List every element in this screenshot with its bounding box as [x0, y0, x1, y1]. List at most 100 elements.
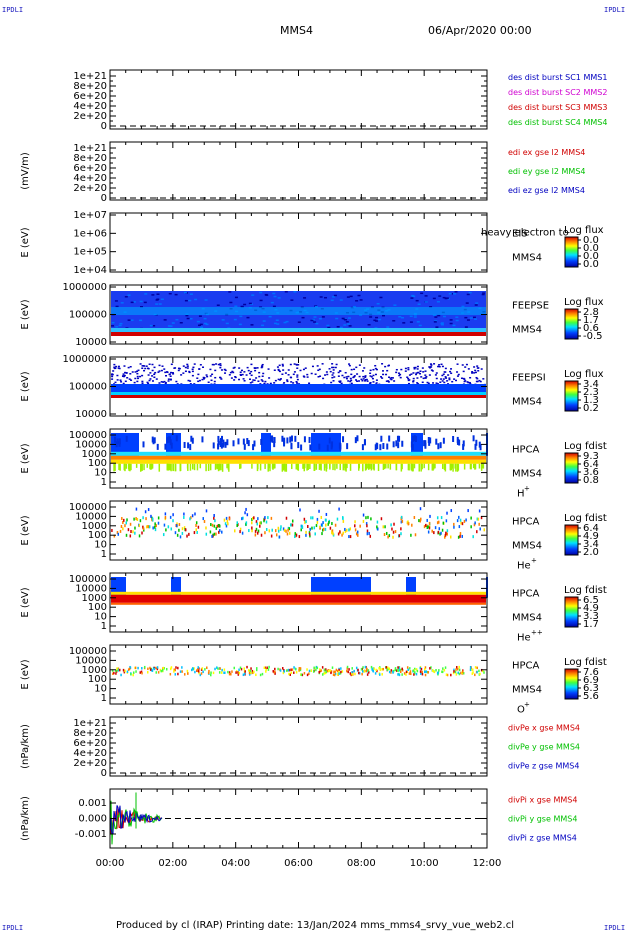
heatmap-cell — [115, 670, 118, 673]
heatmap-cell — [331, 366, 334, 369]
heatmap-cell — [313, 526, 316, 530]
heatmap-cell — [456, 363, 459, 365]
heatmap-cell — [378, 667, 380, 670]
heatmap-cell — [320, 515, 323, 519]
heatmap-cell — [356, 373, 359, 375]
heatmap-cell — [253, 379, 256, 382]
heatmap-cell — [182, 372, 185, 374]
heatmap-cell — [413, 316, 417, 318]
heatmap-cell — [186, 669, 189, 673]
heatmap-cell — [147, 671, 149, 674]
heatmap-cell — [346, 323, 350, 325]
colorbar — [564, 308, 579, 340]
heatmap-cell — [274, 529, 277, 533]
y-tick-label: 100000 — [69, 646, 107, 657]
heatmap-cell — [409, 321, 413, 323]
heatmap-cell — [227, 670, 229, 674]
heatmap-cell — [385, 463, 387, 469]
heatmap-cell — [290, 442, 293, 449]
heatmap-cell — [398, 673, 401, 677]
heatmap-cell — [205, 532, 208, 536]
heatmap-cell — [134, 531, 136, 535]
heatmap-cell — [353, 368, 356, 371]
colorbar-tick-label: 6.4 — [583, 523, 599, 534]
heatmap-cell — [353, 669, 355, 673]
corner-mark-bottom-right: IPDLI — [604, 924, 626, 932]
heatmap-cell — [364, 665, 367, 669]
heatmap-cell — [376, 525, 378, 529]
heatmap-cell — [472, 668, 474, 671]
heatmap-cell — [217, 363, 220, 366]
heatmap-cell — [310, 516, 312, 520]
heatmap-cell — [366, 673, 369, 676]
heatmap-cell — [238, 668, 240, 672]
heatmap-cell — [427, 530, 430, 534]
x-tick-label: 08:00 — [347, 858, 376, 869]
heatmap-cell — [442, 373, 445, 375]
colorbar-tick-label: 0.0 — [583, 259, 599, 270]
heatmap-cell — [293, 671, 295, 674]
heatmap-cell — [416, 669, 419, 673]
heatmap-cell — [176, 524, 178, 528]
heatmap-cell — [139, 363, 142, 365]
heatmap-cell — [193, 531, 196, 535]
heatmap-cell — [367, 515, 369, 519]
heatmap-cell — [384, 525, 386, 529]
heatmap-cell — [130, 379, 133, 381]
heatmap-cell — [393, 380, 396, 382]
heatmap-cell — [123, 375, 126, 378]
heatmap-cell — [264, 516, 266, 520]
heatmap-cell — [151, 380, 154, 382]
heatmap-cell — [298, 535, 301, 539]
heatmap-cell — [417, 303, 421, 306]
heatmap-cell — [335, 363, 338, 366]
heatmap-cell — [135, 507, 138, 511]
x-tick-label: 02:00 — [158, 858, 187, 869]
heatmap-cell — [351, 671, 353, 674]
heatmap-cell — [363, 367, 366, 369]
heatmap-cell — [126, 670, 129, 673]
heatmap-cell — [116, 374, 119, 377]
heatmap-cell — [202, 517, 205, 521]
heatmap-cell — [205, 323, 209, 326]
heatmap-cell — [113, 463, 115, 472]
heatmap-cell — [224, 522, 227, 526]
heatmap-cell — [189, 293, 193, 295]
heatmap-cell — [239, 463, 241, 469]
heatmap-cell — [219, 366, 222, 369]
heatmap-cell — [464, 316, 468, 319]
heatmap-cell — [265, 668, 267, 671]
heatmap-cell — [437, 365, 440, 368]
heatmap-cell — [188, 532, 190, 536]
heatmap-cell — [113, 363, 116, 366]
colorbar-tick-label: 0.0 — [583, 243, 599, 254]
heatmap-cell — [169, 325, 173, 327]
heatmap-cell — [256, 367, 259, 369]
heatmap-cell — [451, 463, 454, 469]
heatmap-cell — [424, 377, 427, 379]
colorbar-title: Log fdist — [564, 441, 607, 452]
heatmap-cell — [478, 522, 480, 526]
heatmap-cell — [436, 301, 440, 303]
colorbar — [564, 668, 579, 700]
heatmap-cell — [306, 463, 308, 471]
heatmap-cell — [232, 440, 235, 447]
heatmap-cell — [237, 673, 240, 676]
heatmap-cell — [286, 437, 289, 444]
heatmap-cell — [248, 529, 250, 533]
heatmap-cell — [158, 463, 161, 472]
colorbar-tick-label: 1.3 — [583, 395, 599, 406]
heatmap-cell — [188, 299, 192, 302]
heatmap-cell — [240, 305, 244, 308]
heatmap-cell — [413, 366, 416, 369]
heatmap-cell — [166, 371, 169, 374]
heatmap-cell — [423, 525, 426, 529]
heatmap-cell — [217, 463, 220, 472]
heatmap-cell — [290, 671, 293, 674]
heatmap-cell — [276, 323, 280, 325]
heatmap-cell — [145, 365, 148, 367]
heatmap-cell — [183, 291, 187, 294]
heatmap-cell — [114, 381, 117, 384]
heatmap-cell — [181, 531, 184, 535]
heatmap-cell — [118, 438, 121, 445]
